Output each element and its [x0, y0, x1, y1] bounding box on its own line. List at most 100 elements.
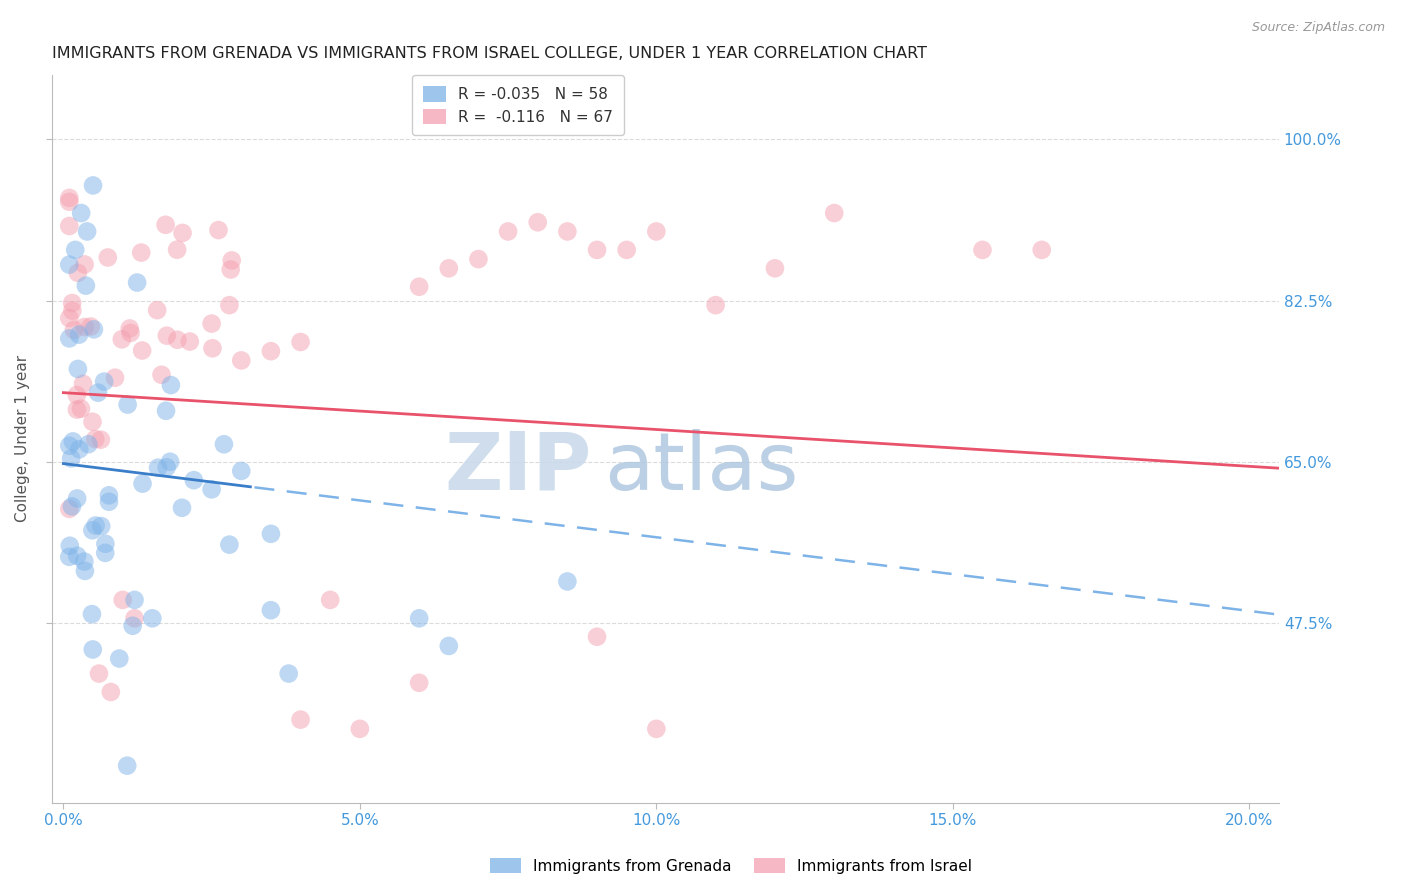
Point: [66, 402, 89, 417]
Point: [159, 455, 181, 469]
Point: [127, 276, 149, 290]
Text: atlas: atlas: [603, 429, 799, 507]
Point: [100, 685, 122, 699]
Point: [87, 666, 110, 681]
Point: [437, 639, 460, 653]
Point: [146, 460, 169, 475]
Point: [60, 451, 83, 466]
Point: [62, 434, 84, 449]
Text: IMMIGRANTS FROM GRENADA VS IMMIGRANTS FROM ISRAEL COLLEGE, UNDER 1 YEAR CORRELAT: IMMIGRANTS FROM GRENADA VS IMMIGRANTS FR…: [52, 46, 927, 62]
Point: [59, 539, 82, 553]
Point: [75, 278, 97, 293]
Point: [763, 261, 786, 276]
Point: [586, 243, 609, 257]
Point: [82, 523, 104, 537]
Point: [170, 500, 193, 515]
Point: [201, 317, 224, 331]
Point: [218, 538, 240, 552]
Point: [124, 611, 146, 625]
Point: [218, 298, 240, 312]
Point: [111, 332, 134, 346]
Point: [166, 243, 188, 257]
Point: [160, 378, 183, 392]
Point: [73, 555, 96, 569]
Legend: Immigrants from Grenada, Immigrants from Israel: Immigrants from Grenada, Immigrants from…: [484, 852, 979, 880]
Point: [526, 215, 548, 229]
Point: [260, 603, 283, 617]
Point: [146, 303, 169, 318]
Point: [90, 519, 112, 533]
Point: [290, 713, 312, 727]
Point: [70, 206, 93, 220]
Point: [98, 495, 121, 509]
Point: [80, 607, 103, 621]
Point: [1031, 243, 1053, 257]
Point: [87, 385, 110, 400]
Point: [231, 464, 253, 478]
Point: [221, 253, 243, 268]
Point: [58, 549, 80, 564]
Point: [408, 279, 430, 293]
Point: [70, 401, 93, 416]
Point: [437, 261, 460, 276]
Point: [67, 327, 90, 342]
Point: [557, 224, 579, 238]
Point: [260, 526, 283, 541]
Point: [94, 546, 117, 560]
Point: [408, 611, 430, 625]
Point: [66, 362, 89, 376]
Point: [73, 320, 96, 334]
Point: [93, 375, 115, 389]
Point: [83, 322, 105, 336]
Point: [115, 758, 138, 772]
Legend: R = -0.035   N = 58, R =  -0.116   N = 67: R = -0.035 N = 58, R = -0.116 N = 67: [412, 75, 624, 136]
Point: [156, 328, 179, 343]
Point: [84, 518, 107, 533]
Point: [97, 488, 120, 502]
Point: [166, 333, 188, 347]
Point: [60, 500, 83, 514]
Point: [207, 223, 229, 237]
Point: [84, 432, 107, 446]
Point: [201, 483, 224, 497]
Point: [77, 437, 100, 451]
Point: [82, 415, 104, 429]
Point: [66, 491, 89, 506]
Point: [219, 262, 242, 277]
Point: [645, 224, 668, 238]
Point: [66, 549, 89, 563]
Point: [290, 334, 312, 349]
Point: [183, 473, 205, 487]
Point: [172, 226, 194, 240]
Point: [150, 368, 173, 382]
Point: [129, 245, 152, 260]
Point: [616, 243, 638, 257]
Point: [496, 224, 519, 238]
Point: [82, 642, 104, 657]
Point: [58, 331, 80, 345]
Point: [704, 298, 727, 312]
Point: [156, 460, 179, 475]
Point: [66, 388, 89, 402]
Point: [58, 439, 80, 453]
Point: [319, 593, 342, 607]
Point: [65, 243, 87, 257]
Text: ZIP: ZIP: [444, 429, 592, 507]
Point: [58, 191, 80, 205]
Point: [155, 404, 177, 418]
Point: [141, 611, 163, 625]
Point: [104, 370, 127, 384]
Point: [212, 437, 235, 451]
Point: [94, 537, 117, 551]
Point: [120, 326, 142, 340]
Point: [108, 651, 131, 665]
Point: [131, 343, 153, 358]
Point: [277, 666, 299, 681]
Point: [80, 319, 103, 334]
Point: [72, 376, 94, 391]
Point: [121, 619, 143, 633]
Point: [60, 303, 83, 318]
Point: [97, 251, 120, 265]
Point: [66, 266, 89, 280]
Point: [118, 321, 141, 335]
